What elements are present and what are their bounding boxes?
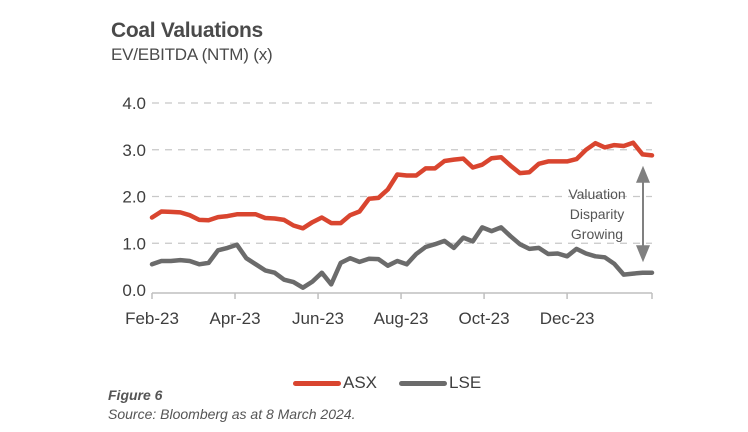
series-lines xyxy=(149,140,655,290)
x-tick-label: Dec-23 xyxy=(540,309,595,328)
annotation-line-1: Valuation xyxy=(568,186,625,202)
annotation-line-3: Growing xyxy=(571,226,623,242)
chart-title: Coal Valuations xyxy=(111,19,263,42)
series-line-lse xyxy=(149,225,655,290)
legend-swatch-asx xyxy=(293,380,341,386)
legend-item-lse: LSE xyxy=(399,373,481,393)
arrow-down-icon xyxy=(636,245,650,263)
legend-label-lse: LSE xyxy=(449,373,482,392)
y-tick-label: 3.0 xyxy=(122,141,146,160)
arrow-up-icon xyxy=(636,165,650,183)
y-axis: 0.0 1.0 2.0 3.0 4.0 xyxy=(122,94,146,300)
y-tick-label: 2.0 xyxy=(122,188,146,207)
legend-swatch-lse xyxy=(399,380,448,386)
annotation-line-2: Disparity xyxy=(570,206,624,222)
x-tick-label: Aug-23 xyxy=(374,309,429,328)
x-tick-label: Feb-23 xyxy=(125,309,179,328)
legend-label-asx: ASX xyxy=(343,373,378,392)
x-axis: Feb-23 Apr-23 Jun-23 Aug-23 Oct-23 Dec-23 xyxy=(125,292,653,328)
legend: ASX LSE xyxy=(293,373,503,393)
y-tick-label: 4.0 xyxy=(122,94,146,113)
source-note: Source: Bloomberg as at 8 March 2024. xyxy=(108,406,356,422)
series-line-asx xyxy=(149,140,655,231)
y-tick-label: 1.0 xyxy=(122,234,146,253)
chart-subtitle: EV/EBITDA (NTM) (x) xyxy=(111,45,273,64)
y-tick-label: 0.0 xyxy=(122,281,146,300)
valuation-disparity-annotation: Valuation Disparity Growing xyxy=(568,165,650,263)
x-tick-label: Oct-23 xyxy=(459,309,510,328)
legend-item-asx: ASX xyxy=(293,373,377,393)
x-tick-label: Apr-23 xyxy=(210,309,261,328)
figure-label: Figure 6 xyxy=(108,387,163,403)
x-tick-label: Jun-23 xyxy=(292,309,344,328)
